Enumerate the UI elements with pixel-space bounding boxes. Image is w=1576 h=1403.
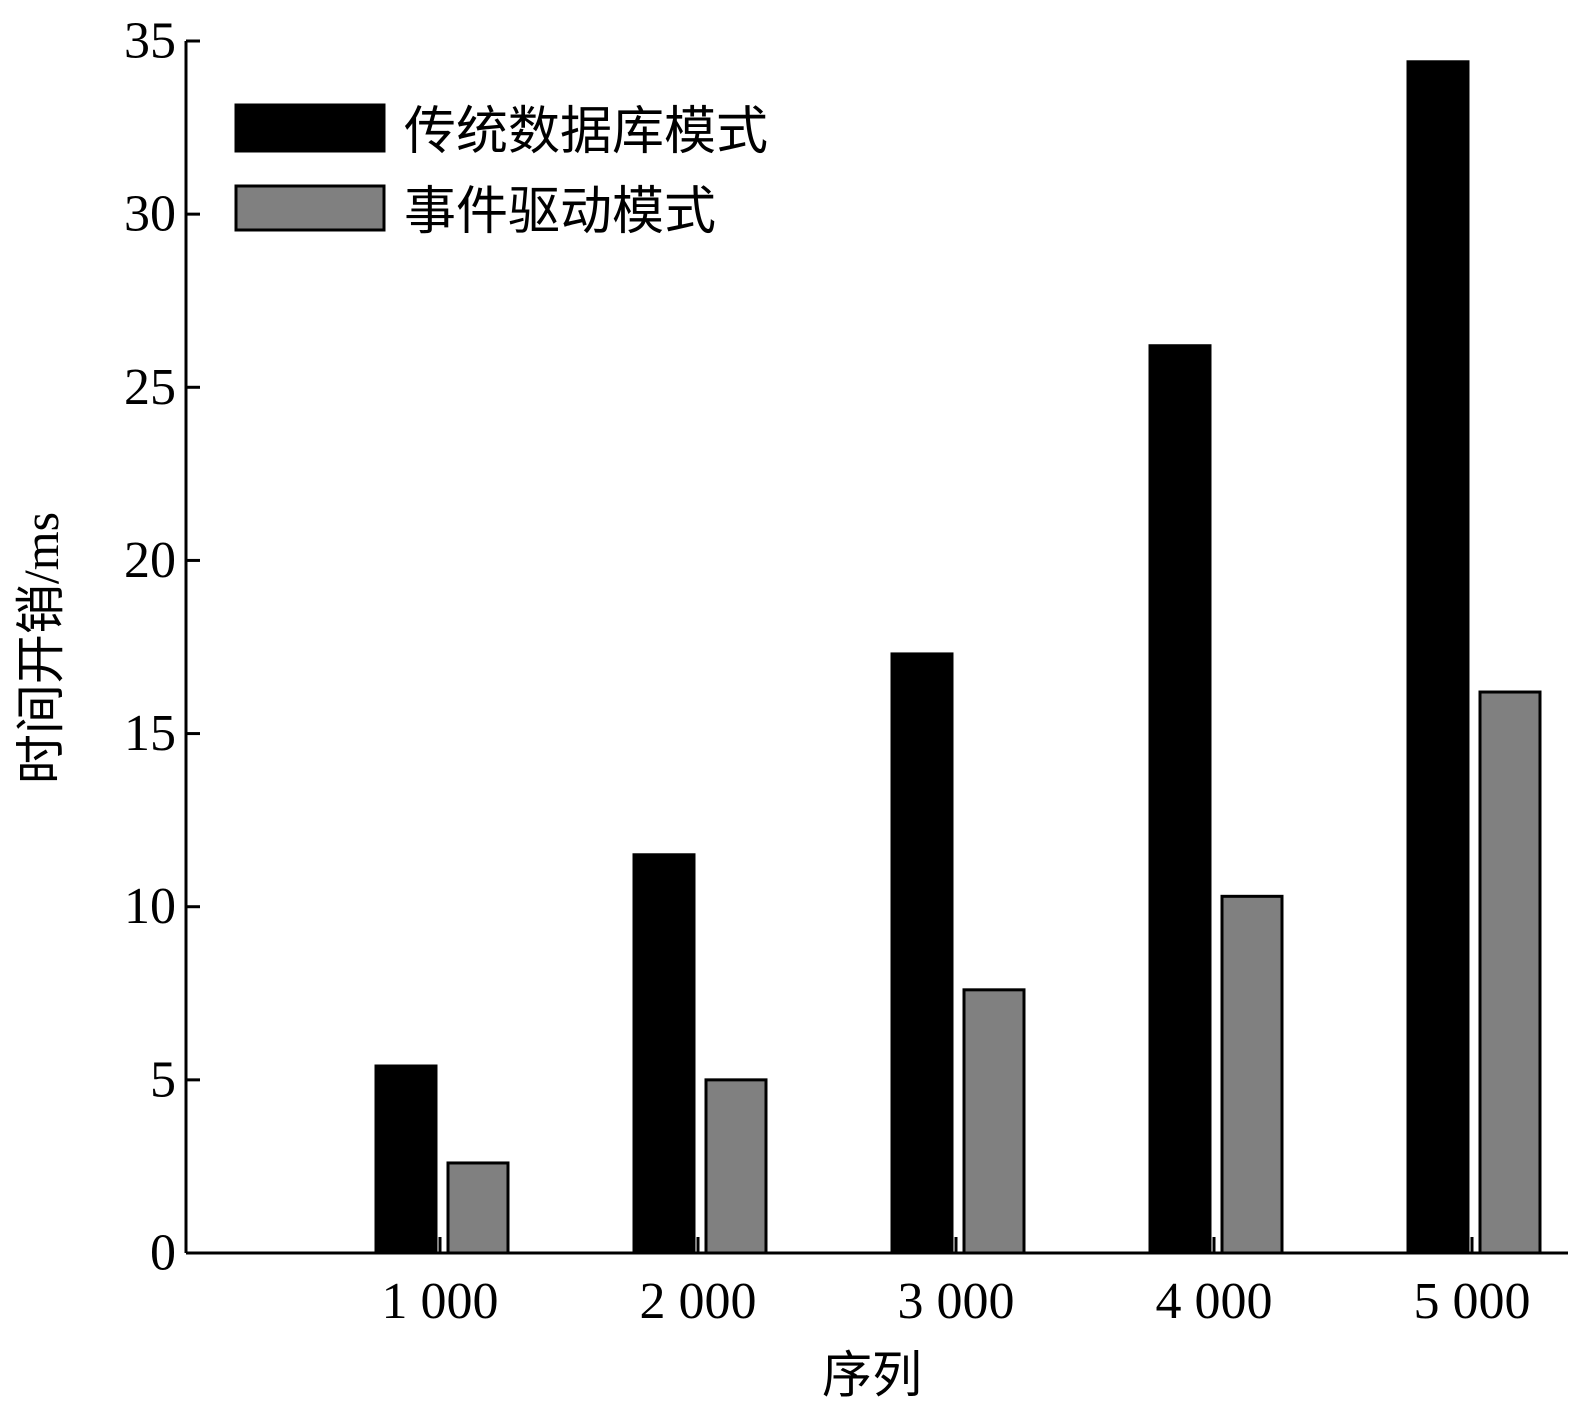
- bar-series-1-5: [1406, 60, 1470, 1255]
- x-tick-label-4: 4 000: [1156, 1273, 1273, 1330]
- y-tick-label-1: 5: [150, 1051, 176, 1108]
- y-ticks: 0 5 10 15 20 25 30 35: [124, 13, 200, 1282]
- y-tick-label-0: 0: [150, 1225, 176, 1282]
- legend-label-series-1: 传统数据库模式: [404, 104, 768, 161]
- legend: 传统数据库模式 事件驱动模式: [234, 103, 768, 241]
- legend-label-series-2: 事件驱动模式: [404, 184, 716, 241]
- y-tick-label-6: 30: [124, 186, 176, 243]
- bar-series-2-5: [1478, 690, 1542, 1255]
- x-tick-label-1: 1 000: [382, 1273, 499, 1330]
- bar-series-2-4: [1220, 894, 1284, 1255]
- x-axis-title: 序列: [822, 1347, 922, 1403]
- bar-series-2-3: [962, 988, 1026, 1255]
- x-tick-label-3: 3 000: [898, 1273, 1015, 1330]
- x-ticks: 1 000 2 000 3 000 4 000 5 000: [382, 1237, 1531, 1330]
- y-tick-label-2: 10: [124, 878, 176, 935]
- bar-series-2-1: [446, 1161, 510, 1255]
- bar-series-1-4: [1148, 344, 1212, 1255]
- y-tick-label-5: 25: [124, 359, 176, 416]
- bar-series-1-2: [632, 853, 696, 1255]
- x-tick-label-5: 5 000: [1414, 1273, 1531, 1330]
- x-tick-label-2: 2 000: [640, 1273, 757, 1330]
- y-axis-title: 时间开销/ms: [13, 512, 69, 784]
- bars-layer: [374, 60, 1542, 1255]
- y-tick-label-7: 35: [124, 13, 176, 70]
- legend-swatch-series-1: [234, 103, 386, 153]
- bar-series-1-3: [890, 652, 954, 1255]
- y-tick-label-3: 15: [124, 705, 176, 762]
- legend-swatch-series-2: [234, 184, 386, 232]
- bar-series-1-1: [374, 1064, 438, 1255]
- bar-series-2-2: [704, 1078, 768, 1255]
- y-tick-label-4: 20: [124, 532, 176, 589]
